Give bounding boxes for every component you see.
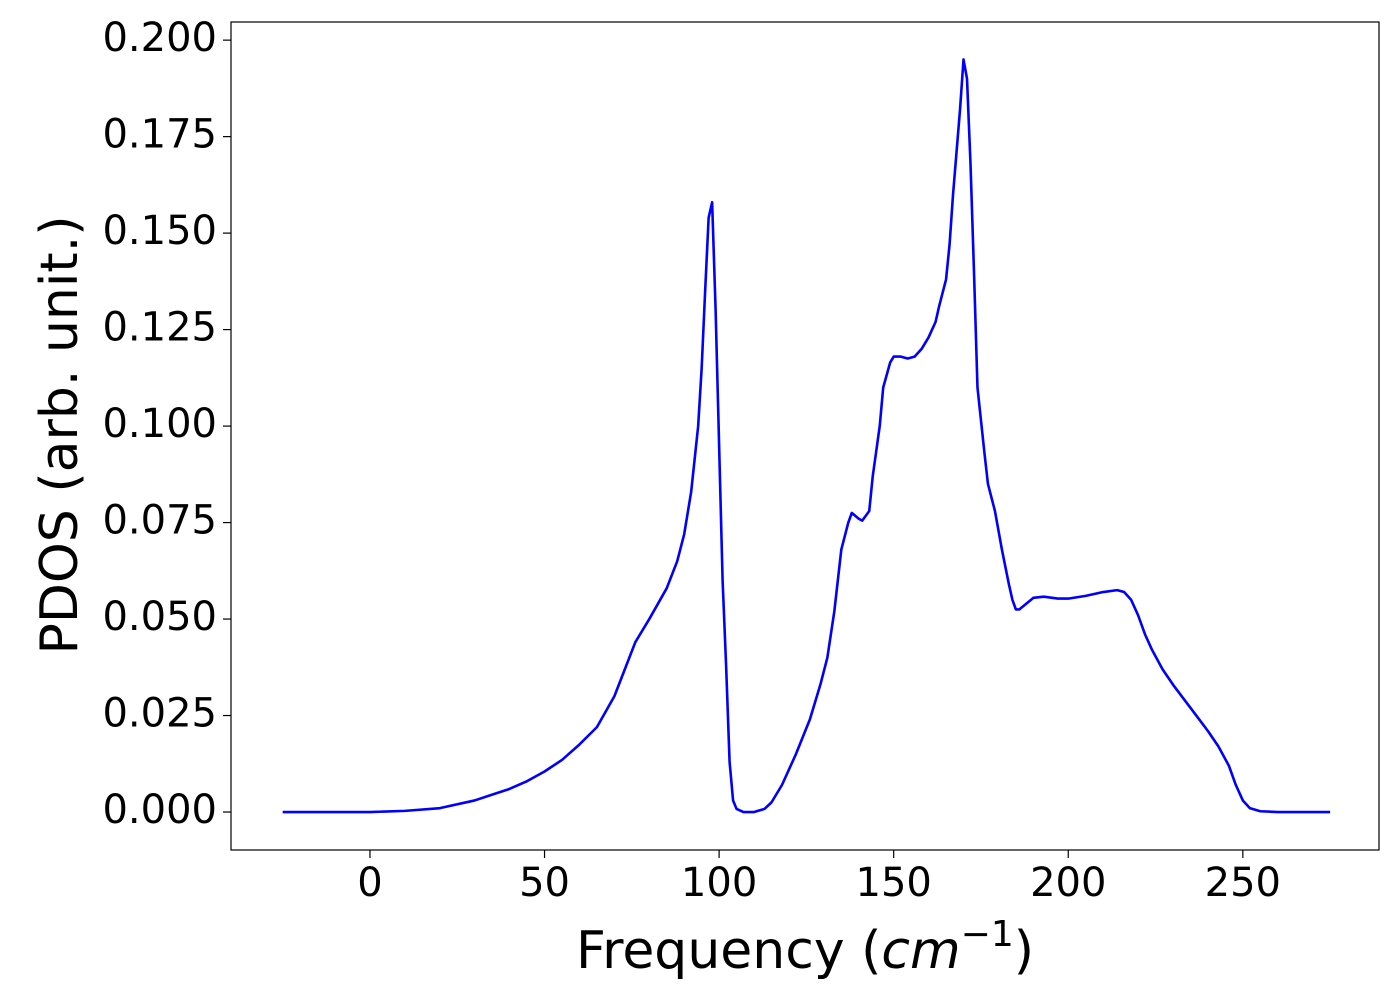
y-tick-label: 0.050 [102,594,217,640]
x-label-math: cm [881,921,960,981]
y-axis-label: PDOS (arb. unit.) [30,215,90,654]
y-tick-label: 0.175 [102,112,217,158]
y-tick-label: 0.000 [102,787,217,833]
x-tick-label: 200 [1030,860,1106,906]
x-tick-label: 50 [519,860,570,906]
x-label-sup: −1 [961,914,1014,955]
y-tick-label: 0.200 [102,15,217,61]
x-tick-label: 150 [856,860,932,906]
data-line [282,58,1331,814]
x-tick-label: 250 [1205,860,1281,906]
y-tick-label: 0.025 [102,691,217,737]
x-axis-label: Frequency (cm−1) [576,914,1034,981]
x-label-text: Frequency ( [576,921,881,981]
x-label-text: ) [1014,921,1034,981]
y-tick-label: 0.075 [102,498,217,544]
y-tick-label: 0.150 [102,208,217,254]
y-tick-label: 0.125 [102,305,217,351]
x-tick-label: 100 [681,860,757,906]
plot-frame [230,21,1380,851]
x-tick-label: 0 [357,860,382,906]
y-tick-label: 0.100 [102,401,217,447]
